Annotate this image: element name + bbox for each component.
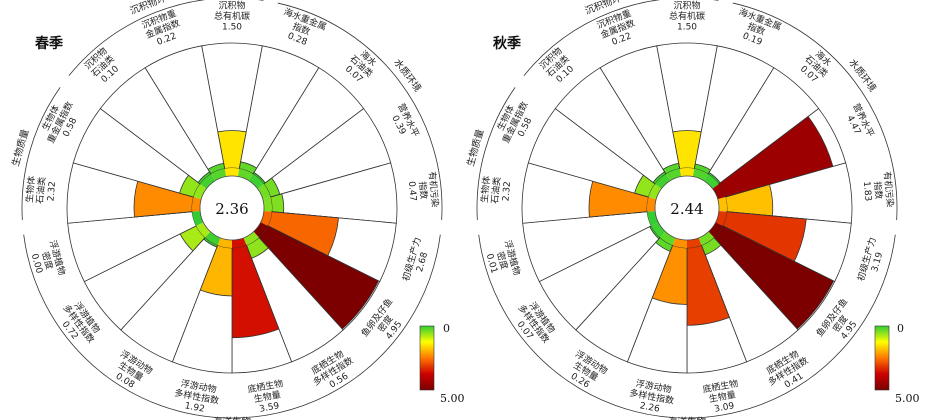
colorbar-right-min-label: 0 [897,322,904,335]
category-label: 浮游植物密度0.00 [27,239,69,283]
category-label: 海水石油类0.07 [340,45,382,88]
ring-segment [648,183,662,200]
group-arc [732,2,898,221]
colorbar-left-max-label: 5.00 [440,392,465,405]
ring-segment [717,197,727,212]
group-label: 生物质量 [9,127,31,167]
category-label: 沉积物总有机碳 1.50 [669,0,705,33]
colorbar-left-min-label: 0 [443,322,450,335]
ring-segment [205,231,221,246]
ring-segment [665,168,682,181]
ring-segment [193,183,207,200]
category-label: 生物体石油类2.32 [478,175,513,205]
category-label: 海水重金属指数0.19 [729,5,783,52]
colorbar-right: 0 5.00 [874,322,920,405]
category-label: 沉积物重金属指数0.22 [595,7,641,51]
category-label: 初级生产力2.68 [400,236,434,285]
category-label: 有机污染指数1.83 [860,171,896,210]
category-label: 底栖生物生物量3.59 [247,377,288,416]
ring-segment [679,168,695,177]
category-label: 底栖生物多样性指数0.56 [305,345,361,397]
center-value: 2.44 [670,200,703,218]
colorbar-right-gradient [874,325,890,391]
ring-segment [651,222,666,238]
center-circle [654,175,720,241]
ring-segment [253,222,268,238]
group-label: 生物质量 [464,127,486,167]
group-arc [68,0,264,76]
ring-segment [237,168,254,181]
category-label: 底栖生物生物量3.09 [702,377,743,416]
group-arc [277,2,443,221]
colorbar-left: 0 5.00 [419,322,465,405]
ring-segment [672,237,687,248]
category-label: 生物体石油类2.32 [23,175,58,205]
ring-segment [217,237,232,248]
ring-segment [243,231,259,246]
ring-segment [262,197,272,212]
group-label: 海洋生物 [213,416,252,420]
group-label: 水质环境 [846,57,879,95]
colorbar-left-gradient [419,325,435,391]
ring-segment [708,222,723,238]
bar [269,193,285,214]
ring-segment [698,231,714,246]
group-arc [478,234,896,419]
group-arc [476,87,516,221]
group-arc [523,0,719,76]
category-label: 沉积物石油类0.10 [537,45,579,88]
category-label: 浮游动物生物量0.26 [562,348,610,395]
group-arc [21,87,61,221]
ring-segment [703,173,719,189]
center-circle [199,175,265,241]
ring-segment [210,168,227,181]
category-label: 沉积物总有机碳 1.50 [214,0,250,33]
ring-segment [647,197,657,212]
group-label: 海洋生物 [668,416,707,420]
ring-segment [200,173,216,189]
ring-segment [232,237,247,248]
group-label: 水质环境 [391,57,424,95]
category-label: 沉积物石油类0.10 [82,45,124,88]
ring-segment [712,183,726,200]
category-label: 有机污染指数0.47 [405,171,441,210]
ring-segment [196,222,211,238]
ring-segment [655,173,671,189]
ring-segment [692,168,709,181]
category-label: 浮游动物生物量0.08 [107,348,155,395]
category-label: 生物体重金属指数0.58 [35,95,85,150]
category-label: 沉积物重金属指数0.22 [140,7,186,51]
category-label: 底栖生物多样性指数0.41 [760,345,816,397]
category-label: 生物体重金属指数0.58 [490,95,540,150]
category-label: 浮游植物密度0.01 [482,239,524,283]
chart-title: 秋季 [493,35,521,52]
ring-segment [248,173,264,189]
colorbar-right-max-label: 5.00 [895,392,920,405]
center-value: 2.36 [215,200,248,218]
category-label: 初级生产力3.19 [855,236,889,285]
category-label: 海水石油类0.07 [795,45,837,88]
chart-title: 春季 [34,35,63,52]
group-arc [23,234,441,419]
ring-segment [192,197,202,212]
ring-segment [224,168,240,177]
category-label: 海水重金属指数0.28 [274,5,328,52]
ring-segment [257,183,271,200]
ring-segment [660,231,676,246]
ring-segment [687,237,702,248]
